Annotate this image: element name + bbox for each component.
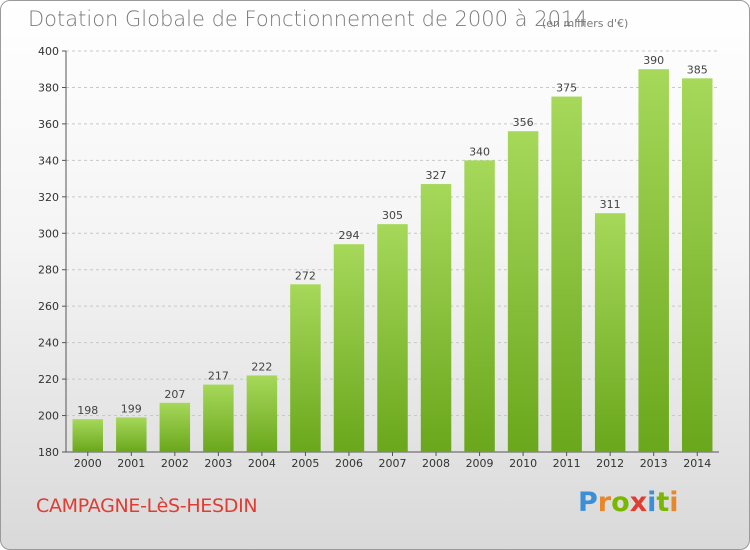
x-tick-label: 2008 (422, 457, 450, 470)
bar-2001 (116, 417, 147, 452)
bar-2014 (681, 78, 713, 452)
logo-letter: x (629, 487, 648, 518)
bar-2009 (464, 160, 495, 452)
commune-name: CAMPAGNE-LèS-HESDIN (36, 495, 258, 517)
data-label: 390 (643, 54, 664, 67)
x-tick-label: 2011 (553, 457, 581, 470)
y-tick-label: 200 (38, 410, 59, 423)
y-tick-label: 340 (38, 154, 59, 167)
data-label: 207 (164, 388, 185, 401)
y-tick-label: 300 (38, 227, 59, 240)
x-tick-label: 2001 (117, 457, 145, 470)
logo-letter: o (611, 487, 630, 518)
y-tick-label: 360 (38, 118, 59, 131)
data-label: 222 (251, 360, 272, 373)
bar-2007 (377, 224, 408, 452)
logo-letter: i (669, 487, 679, 518)
x-tick-label: 2003 (204, 457, 232, 470)
chart-title: Dotation Globale de Fonctionnement de 20… (28, 7, 588, 31)
y-tick-label: 280 (38, 264, 59, 277)
chart-unit: (en milliers d'€) (542, 17, 629, 30)
bar-2005 (290, 284, 321, 452)
data-label: 375 (556, 82, 577, 95)
logo-letter: i (647, 487, 657, 518)
bar-2000 (72, 419, 104, 452)
data-label: 199 (121, 402, 142, 415)
x-tick-label: 2004 (248, 457, 276, 470)
bar-2004 (246, 375, 278, 452)
data-label: 327 (426, 169, 447, 182)
x-tick-label: 2005 (291, 457, 319, 470)
x-tick-label: 2002 (161, 457, 189, 470)
logo-letter: t (656, 487, 670, 518)
x-tick-label: 2013 (640, 457, 668, 470)
x-tick-label: 2006 (335, 457, 363, 470)
bar-2006 (333, 244, 365, 452)
data-label: 340 (469, 145, 490, 158)
y-tick-label: 180 (38, 446, 59, 459)
bar-2002 (159, 402, 191, 452)
bars (72, 69, 713, 453)
labels: 180 200 220 240 260 280 300 320 340 360 380 400 2000… (38, 45, 711, 470)
x-tick-label: 2009 (466, 457, 494, 470)
x-tick-label: 2000 (74, 457, 102, 470)
bar-2013 (638, 69, 669, 453)
data-label: 217 (208, 370, 229, 383)
data-label: 198 (77, 404, 98, 417)
x-tick-label: 2010 (509, 457, 537, 470)
data-label: 272 (295, 269, 316, 282)
data-label: 305 (382, 209, 403, 222)
y-tick-label: 240 (38, 337, 59, 350)
y-tick-label: 320 (38, 191, 59, 204)
data-label: 294 (338, 229, 359, 242)
bar-2012 (594, 213, 626, 452)
bar-2003 (203, 384, 234, 452)
logo-letter: P (578, 487, 598, 518)
data-label: 356 (513, 116, 534, 129)
data-label: 385 (687, 63, 708, 76)
bar-2010 (507, 131, 539, 452)
bar-2011 (551, 96, 582, 453)
y-tick-label: 260 (38, 300, 59, 313)
x-tick-label: 2007 (379, 457, 407, 470)
x-tick-label: 2014 (683, 457, 711, 470)
proxiti-logo: Proxiti (578, 487, 679, 518)
y-tick-label: 380 (38, 81, 59, 94)
data-label: 311 (600, 198, 621, 211)
logo-letter: r (597, 487, 612, 518)
y-tick-label: 400 (38, 45, 59, 58)
y-tick-label: 220 (38, 373, 59, 386)
x-tick-label: 2012 (596, 457, 624, 470)
bar-2008 (420, 184, 452, 453)
